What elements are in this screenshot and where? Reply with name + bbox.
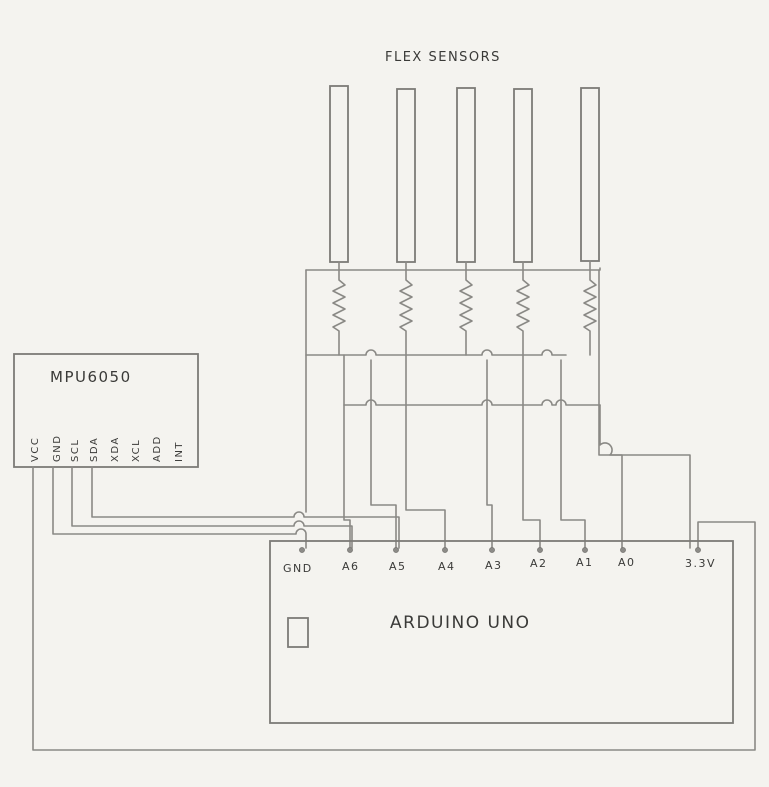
sensor-wiring — [305, 267, 691, 549]
arduino-pin-gnd: GND — [283, 562, 313, 575]
pin-dot-gnd — [299, 547, 305, 553]
gnd-rail — [305, 267, 601, 271]
arduino-title: ARDUINO UNO — [390, 613, 531, 633]
mpu6050-title: MPU6050 — [50, 368, 132, 386]
resistors — [332, 260, 597, 356]
arduino-uno-board: ARDUINO UNO GND A6 A5 A4 A3 A2 A1 A0 3.3… — [269, 540, 734, 724]
mpu-pin-sda: SDA — [89, 437, 100, 462]
pin-dot-a1 — [582, 547, 588, 553]
mpu-pin-xda: XDA — [110, 436, 121, 462]
wire-3v3 — [598, 269, 691, 549]
pin-dot-a0 — [620, 547, 626, 553]
mpu-gnd-wire — [52, 466, 307, 549]
flex-sensors-title: FLEX SENSORS — [385, 50, 501, 65]
flex-sensor-strips — [329, 85, 600, 263]
arduino-pin-a6: A6 — [342, 560, 360, 573]
wire-a4 — [405, 354, 446, 549]
mpu-pin-scl: SCL — [70, 439, 81, 462]
mpu-pin-vcc: VCC — [30, 437, 41, 462]
resistor-2 — [399, 261, 413, 356]
mpu-wiring — [32, 466, 756, 751]
wire-a1 — [560, 359, 586, 549]
flex-sensor-1 — [329, 85, 349, 263]
wire-a3 — [486, 359, 493, 549]
pin-dot-a4 — [442, 547, 448, 553]
mpu-pin-int: INT — [174, 441, 185, 462]
wire-a5 — [370, 359, 397, 549]
arduino-reset-button — [287, 617, 309, 648]
arduino-pin-a2: A2 — [530, 557, 548, 570]
mpu-vcc-wire — [32, 466, 756, 751]
resistor-3 — [459, 261, 473, 356]
pin-dot-3v3 — [695, 547, 701, 553]
arduino-pin-3v3: 3.3V — [685, 557, 716, 570]
flex-sensor-5 — [580, 87, 600, 262]
flex-sensor-2 — [396, 88, 416, 263]
mpu-scl-wire — [71, 466, 353, 549]
resistor-4 — [516, 261, 530, 356]
flex-sensor-4 — [513, 88, 533, 263]
arduino-pin-labels: GND A6 A5 A4 A3 A2 A1 A0 3.3V — [283, 556, 716, 575]
arduino-box — [269, 540, 734, 724]
flex-sensor-3 — [456, 87, 476, 263]
mpu-sda-wire — [91, 466, 400, 549]
resistor-1 — [332, 261, 346, 356]
mpu6050-pin-labels: VCC GND SCL SDA XDA XCL ADD INT — [30, 435, 185, 462]
mpu6050-box — [13, 353, 199, 468]
bus-355 — [305, 349, 567, 356]
pin-dot-a5 — [393, 547, 399, 553]
arduino-pin-a3: A3 — [485, 559, 503, 572]
mpu-pin-xcl: XCL — [131, 439, 142, 462]
mpu-pin-add: ADD — [152, 435, 163, 462]
pin-dot-a6 — [347, 547, 353, 553]
wire-a0 — [599, 404, 623, 549]
arduino-pin-a5: A5 — [389, 560, 407, 573]
mpu6050-module: MPU6050 VCC GND SCL SDA XDA XCL ADD INT — [13, 353, 199, 468]
arduino-pin-a0: A0 — [618, 556, 636, 569]
wire-a6 — [343, 354, 351, 549]
resistor-5 — [583, 260, 597, 356]
mpu-pin-gnd: GND — [52, 435, 63, 462]
bus-405 — [343, 399, 601, 406]
pin-dot-a3 — [489, 547, 495, 553]
arduino-pin-dots — [299, 547, 701, 553]
wire-a2 — [522, 354, 541, 549]
arduino-pin-a1: A1 — [576, 556, 594, 569]
arduino-pin-a4: A4 — [438, 560, 456, 573]
pin-dot-a2 — [537, 547, 543, 553]
